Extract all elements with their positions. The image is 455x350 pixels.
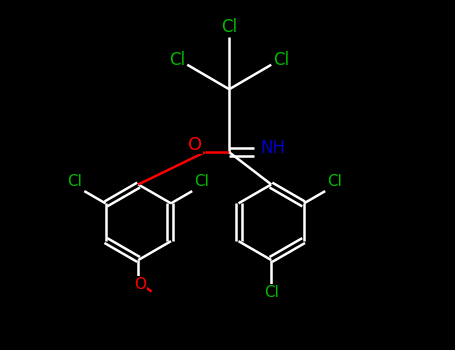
Text: Cl: Cl bbox=[67, 175, 82, 189]
Text: Cl: Cl bbox=[194, 175, 209, 189]
Text: Cl: Cl bbox=[169, 51, 186, 69]
Text: Cl: Cl bbox=[264, 285, 278, 300]
Text: O: O bbox=[188, 135, 202, 154]
Text: NH: NH bbox=[261, 139, 285, 157]
Text: O: O bbox=[134, 277, 146, 292]
Text: Cl: Cl bbox=[221, 18, 238, 36]
Text: Cl: Cl bbox=[328, 175, 342, 189]
Text: Cl: Cl bbox=[273, 51, 289, 69]
